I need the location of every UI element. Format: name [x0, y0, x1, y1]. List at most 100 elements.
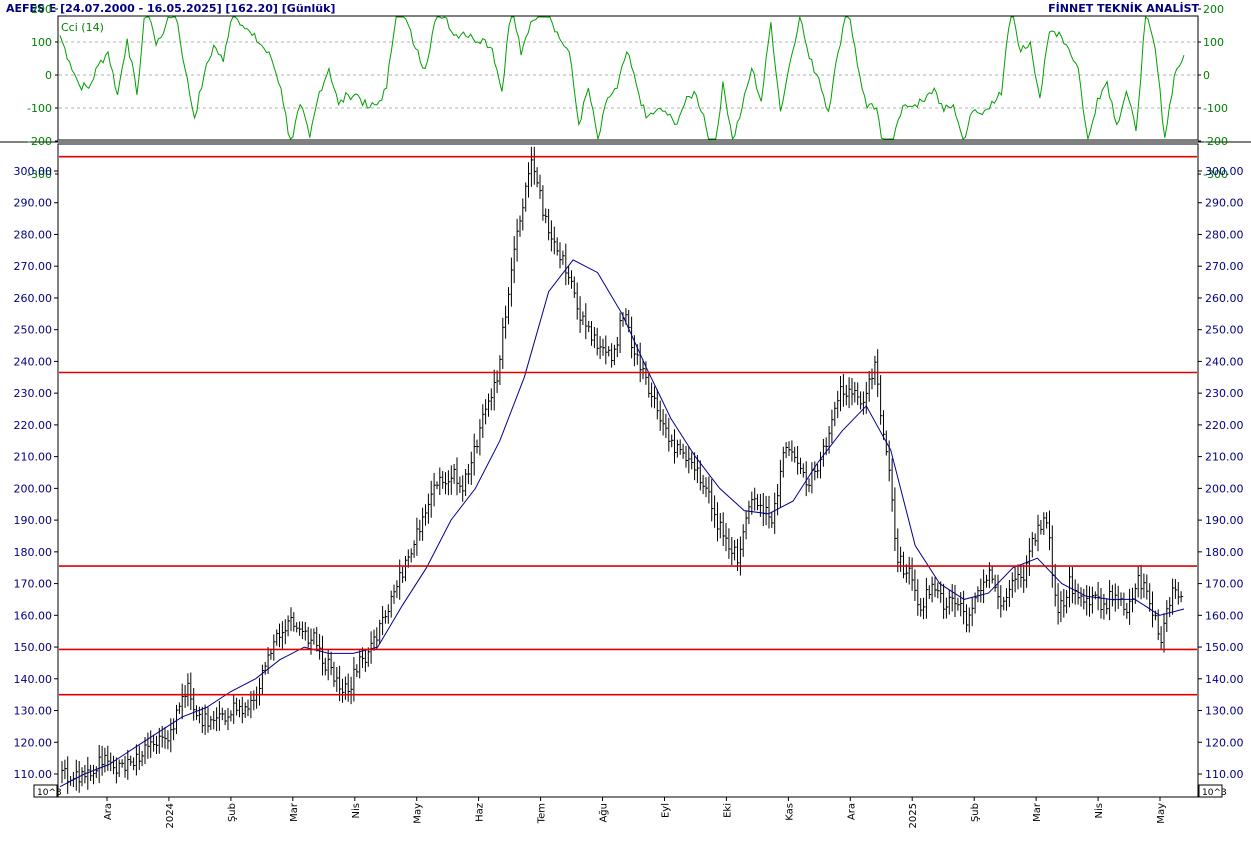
price-bar [61, 761, 64, 784]
x-tick-label: Haz [475, 803, 486, 822]
price-bar [1137, 566, 1141, 598]
price-bar [344, 676, 348, 700]
price-bar [327, 649, 331, 681]
price-bar [731, 537, 734, 566]
x-axis: Ara 2024 Şub Mar Nis May Haz Tem Ağu Eyl Eki Kas Ara… [103, 797, 1167, 828]
price-bar [1166, 600, 1169, 632]
price-bar [1114, 583, 1118, 612]
price-bar [422, 507, 425, 541]
exponent-box-right [1198, 784, 1223, 798]
price-bar [1140, 564, 1144, 600]
price-bar [865, 381, 869, 414]
x-tick-label: May [1156, 803, 1167, 824]
price-bar [419, 519, 422, 541]
price-bar [668, 417, 671, 452]
price-bar [705, 477, 708, 498]
price-bar [522, 198, 525, 231]
x-tick-label: Şub [970, 803, 981, 822]
price-bar [1172, 578, 1175, 615]
price-tick-label: 170.00 [14, 578, 53, 591]
price-bar [407, 549, 411, 568]
price-bar [124, 755, 127, 778]
price-bar [739, 536, 743, 576]
price-bar [568, 266, 571, 285]
price-bar [602, 338, 605, 356]
price-tick-label: 130.00 [1205, 705, 1244, 718]
price-bar [387, 604, 391, 624]
price-bar [777, 484, 780, 516]
price-bar [313, 628, 316, 645]
price-bar [676, 439, 680, 458]
price-bar [405, 556, 408, 582]
price-bar [1017, 564, 1020, 590]
price-bar [470, 451, 474, 485]
price-bar [674, 429, 677, 464]
price-bar [410, 548, 414, 563]
price-bar [259, 677, 262, 706]
price-bar [948, 589, 952, 615]
price-bar [167, 730, 170, 750]
price-bar [364, 648, 368, 672]
price-bar [943, 583, 946, 619]
cci-tick-label: -300 [27, 168, 52, 181]
price-bar [656, 389, 660, 420]
price-bar [545, 208, 548, 224]
price-bar [991, 565, 995, 584]
price-bar [897, 528, 900, 573]
price-bar [1003, 596, 1006, 611]
price-bar [287, 615, 291, 637]
price-bar [662, 409, 666, 436]
price-bar [1180, 591, 1184, 603]
price-bar [176, 704, 179, 734]
price-bar [138, 745, 142, 770]
price-bar [1149, 583, 1152, 612]
price-tick-label: 280.00 [1205, 228, 1244, 241]
x-tick-label: Mar [1032, 802, 1043, 822]
price-bar [141, 751, 145, 767]
price-bar [802, 463, 806, 478]
price-bar [719, 513, 723, 539]
price-bar [1083, 588, 1086, 610]
price-bar [508, 287, 511, 325]
price-bar [1043, 512, 1046, 535]
price-bar [536, 167, 540, 188]
price-bar [239, 699, 242, 718]
price-bar [857, 382, 860, 406]
price-bar [1146, 574, 1149, 600]
price-bar [708, 476, 711, 504]
price-bar [1023, 564, 1026, 593]
price-bar [425, 504, 428, 526]
price-bar [542, 185, 545, 221]
price-bar [734, 540, 737, 561]
price-tick-label: 290.00 [14, 197, 53, 210]
price-bar [1109, 580, 1112, 621]
price-bar [319, 634, 322, 660]
price-bar [482, 404, 485, 438]
price-bar [728, 528, 731, 559]
price-tick-label: 130.00 [14, 705, 53, 718]
price-bar [963, 590, 966, 625]
price-tick-label: 230.00 [14, 387, 53, 400]
brand-label: FİNNET TEKNİK ANALİST [1048, 2, 1199, 15]
price-tick-label: 250.00 [14, 324, 53, 337]
cci-tick-label: -200 [27, 135, 52, 148]
price-bar [207, 707, 210, 733]
price-bar [579, 296, 583, 333]
price-bar [725, 523, 728, 552]
chart-title: AEFES E [24.07.2000 - 16.05.2025] [162.2… [6, 2, 336, 15]
price-bar [64, 759, 67, 780]
price-bar [1177, 582, 1181, 605]
price-bar [748, 500, 751, 525]
price-bar [908, 556, 912, 585]
price-bar [1063, 589, 1066, 618]
cci-tick-label: 0 [1203, 69, 1210, 82]
price-bar [336, 667, 339, 693]
price-bar [1091, 586, 1095, 614]
price-bar [605, 335, 608, 365]
price-bar [923, 597, 926, 620]
price-bar [711, 479, 714, 522]
price-bar [779, 459, 783, 508]
price-bar [1143, 573, 1146, 598]
